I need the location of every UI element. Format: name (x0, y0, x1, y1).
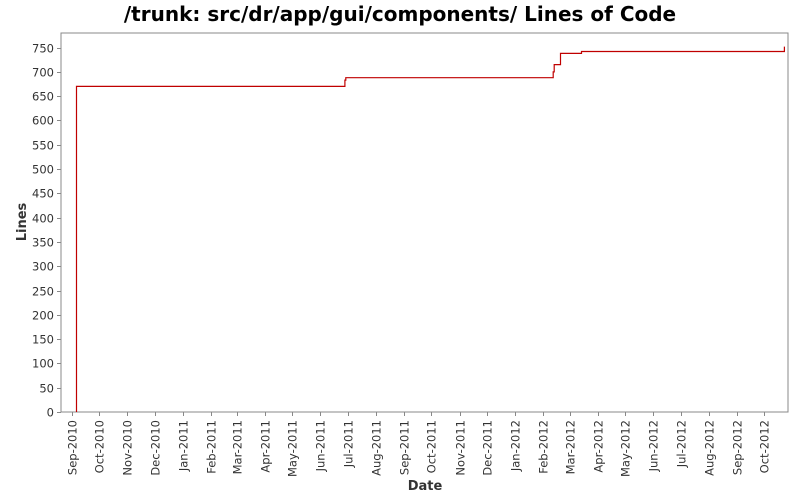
chart-title: /trunk: src/dr/app/gui/components/ Lines… (123, 2, 677, 26)
axes-layer: 0 50 100 150 200 250 300 350 400 450 500 550 600 650 7… (32, 32, 789, 477)
x-tick-label: Jan-2012 (509, 420, 523, 472)
x-tick-label: May-2011 (286, 420, 300, 477)
y-tick-label: 650 (32, 90, 54, 104)
x-tick-label: May-2012 (619, 420, 633, 477)
x-axis-title: Date (408, 479, 443, 494)
y-tick-label: 400 (32, 212, 54, 226)
y-tick-label: 550 (32, 139, 54, 153)
x-tick-label: Sep-2012 (731, 420, 745, 475)
x-tick-label: Apr-2011 (259, 420, 273, 473)
series-line (75, 46, 786, 412)
y-tick-label: 100 (32, 357, 54, 371)
y-tick-label: 150 (32, 333, 54, 347)
x-tick-label: Jun-2011 (314, 420, 328, 472)
x-tick-label: Feb-2011 (205, 420, 219, 474)
y-tick-label: 700 (32, 66, 54, 80)
y-tick-label: 300 (32, 260, 54, 274)
x-tick-label: Dec-2010 (149, 420, 163, 476)
y-tick-label: 250 (32, 285, 54, 299)
y-tick-label: 500 (32, 163, 54, 177)
x-tick-label: Sep-2011 (398, 420, 412, 475)
x-tick-label: Jul-2012 (675, 420, 689, 468)
y-tick-label: 600 (32, 114, 54, 128)
x-tick-label: Mar-2011 (231, 420, 245, 474)
x-tick-label: Apr-2012 (592, 420, 606, 473)
x-tick-label: Sep-2010 (66, 420, 80, 475)
x-tick-label: Mar-2012 (564, 420, 578, 474)
x-tick-label: Jun-2012 (647, 420, 661, 472)
y-tick-label: 450 (32, 187, 54, 201)
x-tick-label: Nov-2011 (454, 420, 468, 476)
x-tick-label: Aug-2012 (703, 420, 717, 476)
y-axis-title: Lines (15, 202, 30, 241)
plot-frame (60, 32, 789, 413)
y-tick-label: 50 (39, 382, 54, 396)
x-tick-label: Feb-2012 (537, 420, 551, 474)
y-tick-label: 350 (32, 236, 54, 250)
x-tick-label: Oct-2012 (758, 420, 772, 473)
y-tick-label: 750 (32, 42, 54, 56)
x-tick-label: Oct-2011 (425, 420, 439, 473)
x-tick-label: Jan-2011 (177, 420, 191, 472)
y-tick-label: 0 (47, 406, 54, 420)
x-tick-label: Oct-2010 (93, 420, 107, 473)
y-tick-label: 200 (32, 309, 54, 323)
x-tick-label: Nov-2010 (121, 420, 135, 476)
series-layer (75, 46, 786, 412)
x-tick-label: Jul-2011 (342, 420, 356, 468)
x-tick-label: Dec-2011 (481, 420, 495, 476)
x-tick-label: Aug-2011 (370, 420, 384, 476)
